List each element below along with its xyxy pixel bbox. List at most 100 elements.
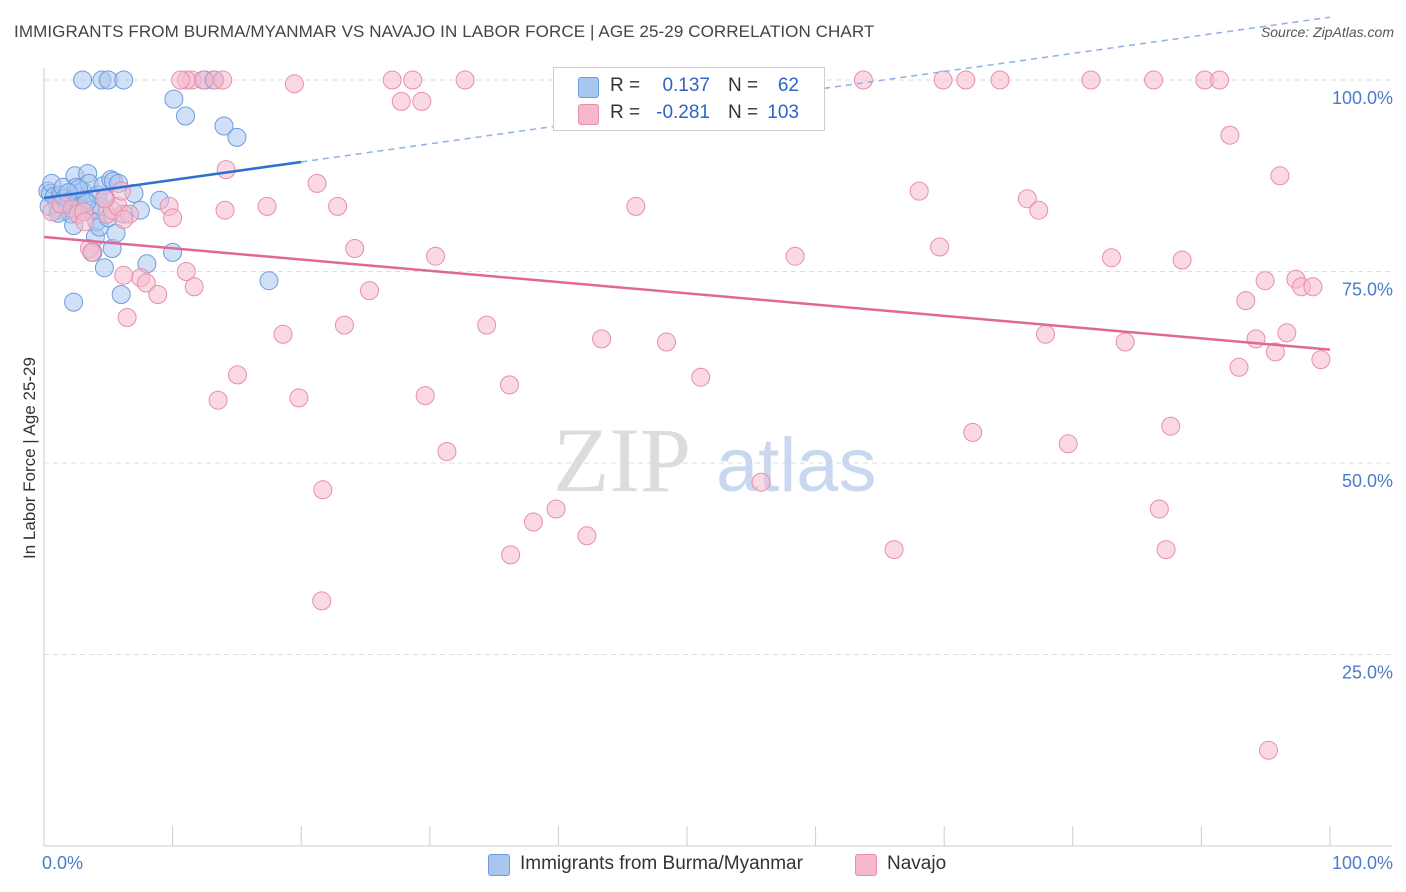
navajo-point[interactable] xyxy=(455,70,475,90)
navajo-point[interactable] xyxy=(328,196,348,216)
navajo-point[interactable] xyxy=(626,196,646,216)
navajo-point[interactable] xyxy=(171,70,191,90)
navajo-point[interactable] xyxy=(437,442,457,461)
navajo-point[interactable] xyxy=(1149,499,1169,519)
navajo-point[interactable] xyxy=(82,242,102,262)
burma-point[interactable] xyxy=(94,258,114,278)
navajo-point[interactable] xyxy=(1236,291,1256,311)
navajo-point[interactable] xyxy=(1229,357,1249,377)
navajo-point[interactable] xyxy=(884,540,904,560)
bottom-legend-swatch-burma xyxy=(488,854,510,876)
navajo-point[interactable] xyxy=(215,200,235,220)
navajo-point[interactable] xyxy=(1255,271,1275,291)
navajo-point[interactable] xyxy=(1303,277,1323,297)
burma-point[interactable] xyxy=(227,127,247,147)
navajo-point[interactable] xyxy=(312,591,332,611)
burma-point[interactable] xyxy=(163,242,183,262)
navajo-point[interactable] xyxy=(930,237,950,257)
navajo-point[interactable] xyxy=(163,208,183,228)
navajo-point[interactable] xyxy=(360,281,379,301)
navajo-point[interactable] xyxy=(307,173,327,193)
navajo-point[interactable] xyxy=(403,70,423,90)
y-tick-label: 50.0% xyxy=(1342,471,1393,491)
navajo-point[interactable] xyxy=(1265,342,1285,362)
navajo-point[interactable] xyxy=(117,308,137,327)
navajo-point[interactable] xyxy=(1277,323,1297,343)
navajo-point[interactable] xyxy=(345,239,365,258)
navajo-point[interactable] xyxy=(1029,200,1049,220)
navajo-point[interactable] xyxy=(751,472,771,492)
navajo-point[interactable] xyxy=(412,91,432,111)
navajo-point[interactable] xyxy=(415,386,435,406)
navajo-point[interactable] xyxy=(577,526,597,546)
navajo-point[interactable] xyxy=(785,246,805,266)
navajo-point[interactable] xyxy=(853,70,873,90)
burma-point[interactable] xyxy=(114,70,134,90)
legend-r-value-navajo: -0.281 xyxy=(656,102,710,123)
burma-point[interactable] xyxy=(73,70,93,90)
navajo-point[interactable] xyxy=(963,422,983,442)
navajo-point[interactable] xyxy=(1156,540,1176,560)
navajo-point[interactable] xyxy=(1144,70,1164,90)
navajo-point[interactable] xyxy=(382,70,402,90)
navajo-point[interactable] xyxy=(523,512,543,532)
navajo-point[interactable] xyxy=(1081,70,1101,90)
navajo-point[interactable] xyxy=(426,246,445,266)
navajo-point[interactable] xyxy=(284,74,304,94)
navajo-point[interactable] xyxy=(313,480,333,500)
navajo-point[interactable] xyxy=(1017,189,1037,209)
navajo-point[interactable] xyxy=(111,181,131,201)
navajo-point[interactable] xyxy=(148,285,168,304)
navajo-point[interactable] xyxy=(657,332,676,352)
navajo-point[interactable] xyxy=(1058,434,1078,454)
legend-n-value-navajo: 103 xyxy=(767,102,799,123)
navajo-point[interactable] xyxy=(1246,329,1266,349)
navajo-point[interactable] xyxy=(228,365,247,385)
navajo-point[interactable] xyxy=(391,91,411,111)
navajo-point[interactable] xyxy=(257,196,277,216)
burma-point[interactable] xyxy=(176,106,195,126)
navajo-point[interactable] xyxy=(289,388,309,408)
navajo-point[interactable] xyxy=(477,315,497,335)
navajo-point[interactable] xyxy=(208,390,228,410)
navajo-point[interactable] xyxy=(1220,125,1240,145)
navajo-point[interactable] xyxy=(956,70,976,90)
navajo-point[interactable] xyxy=(213,70,233,90)
navajo-point[interactable] xyxy=(1102,248,1121,268)
navajo-point[interactable] xyxy=(592,329,612,349)
navajo-point[interactable] xyxy=(273,324,293,344)
navajo-point[interactable] xyxy=(216,160,236,180)
navajo-point[interactable] xyxy=(1115,332,1135,352)
navajo-point[interactable] xyxy=(1172,250,1192,270)
navajo-point[interactable] xyxy=(184,277,204,297)
navajo-point[interactable] xyxy=(933,70,953,90)
legend-n-label: N = xyxy=(728,102,759,123)
navajo-point[interactable] xyxy=(990,70,1010,90)
navajo-point[interactable] xyxy=(546,499,566,519)
navajo-point[interactable] xyxy=(1311,350,1331,370)
burma-point[interactable] xyxy=(214,116,234,136)
legend-swatch-burma xyxy=(578,77,599,98)
burma-point[interactable] xyxy=(111,285,131,304)
navajo-point[interactable] xyxy=(334,315,354,335)
burma-point[interactable] xyxy=(164,89,184,109)
navajo-point[interactable] xyxy=(1210,70,1230,90)
navajo-point[interactable] xyxy=(114,209,134,229)
navajo-point[interactable] xyxy=(909,181,929,201)
navajo-point[interactable] xyxy=(500,375,519,395)
navajo-point[interactable] xyxy=(136,273,156,293)
navajo-point[interactable] xyxy=(1259,740,1278,760)
burma-point[interactable] xyxy=(64,292,84,312)
navajo-point[interactable] xyxy=(1270,166,1290,186)
navajo-point[interactable] xyxy=(114,265,134,285)
navajo-point[interactable] xyxy=(176,262,196,281)
navajo-point[interactable] xyxy=(501,545,521,565)
navajo-point[interactable] xyxy=(1036,324,1055,344)
navajo-point[interactable] xyxy=(1161,416,1181,436)
navajo-point[interactable] xyxy=(75,212,95,232)
navajo-point[interactable] xyxy=(94,189,114,209)
burma-point[interactable] xyxy=(259,271,279,291)
y-tick-label: 75.0% xyxy=(1342,280,1393,300)
navajo-point[interactable] xyxy=(691,367,711,387)
